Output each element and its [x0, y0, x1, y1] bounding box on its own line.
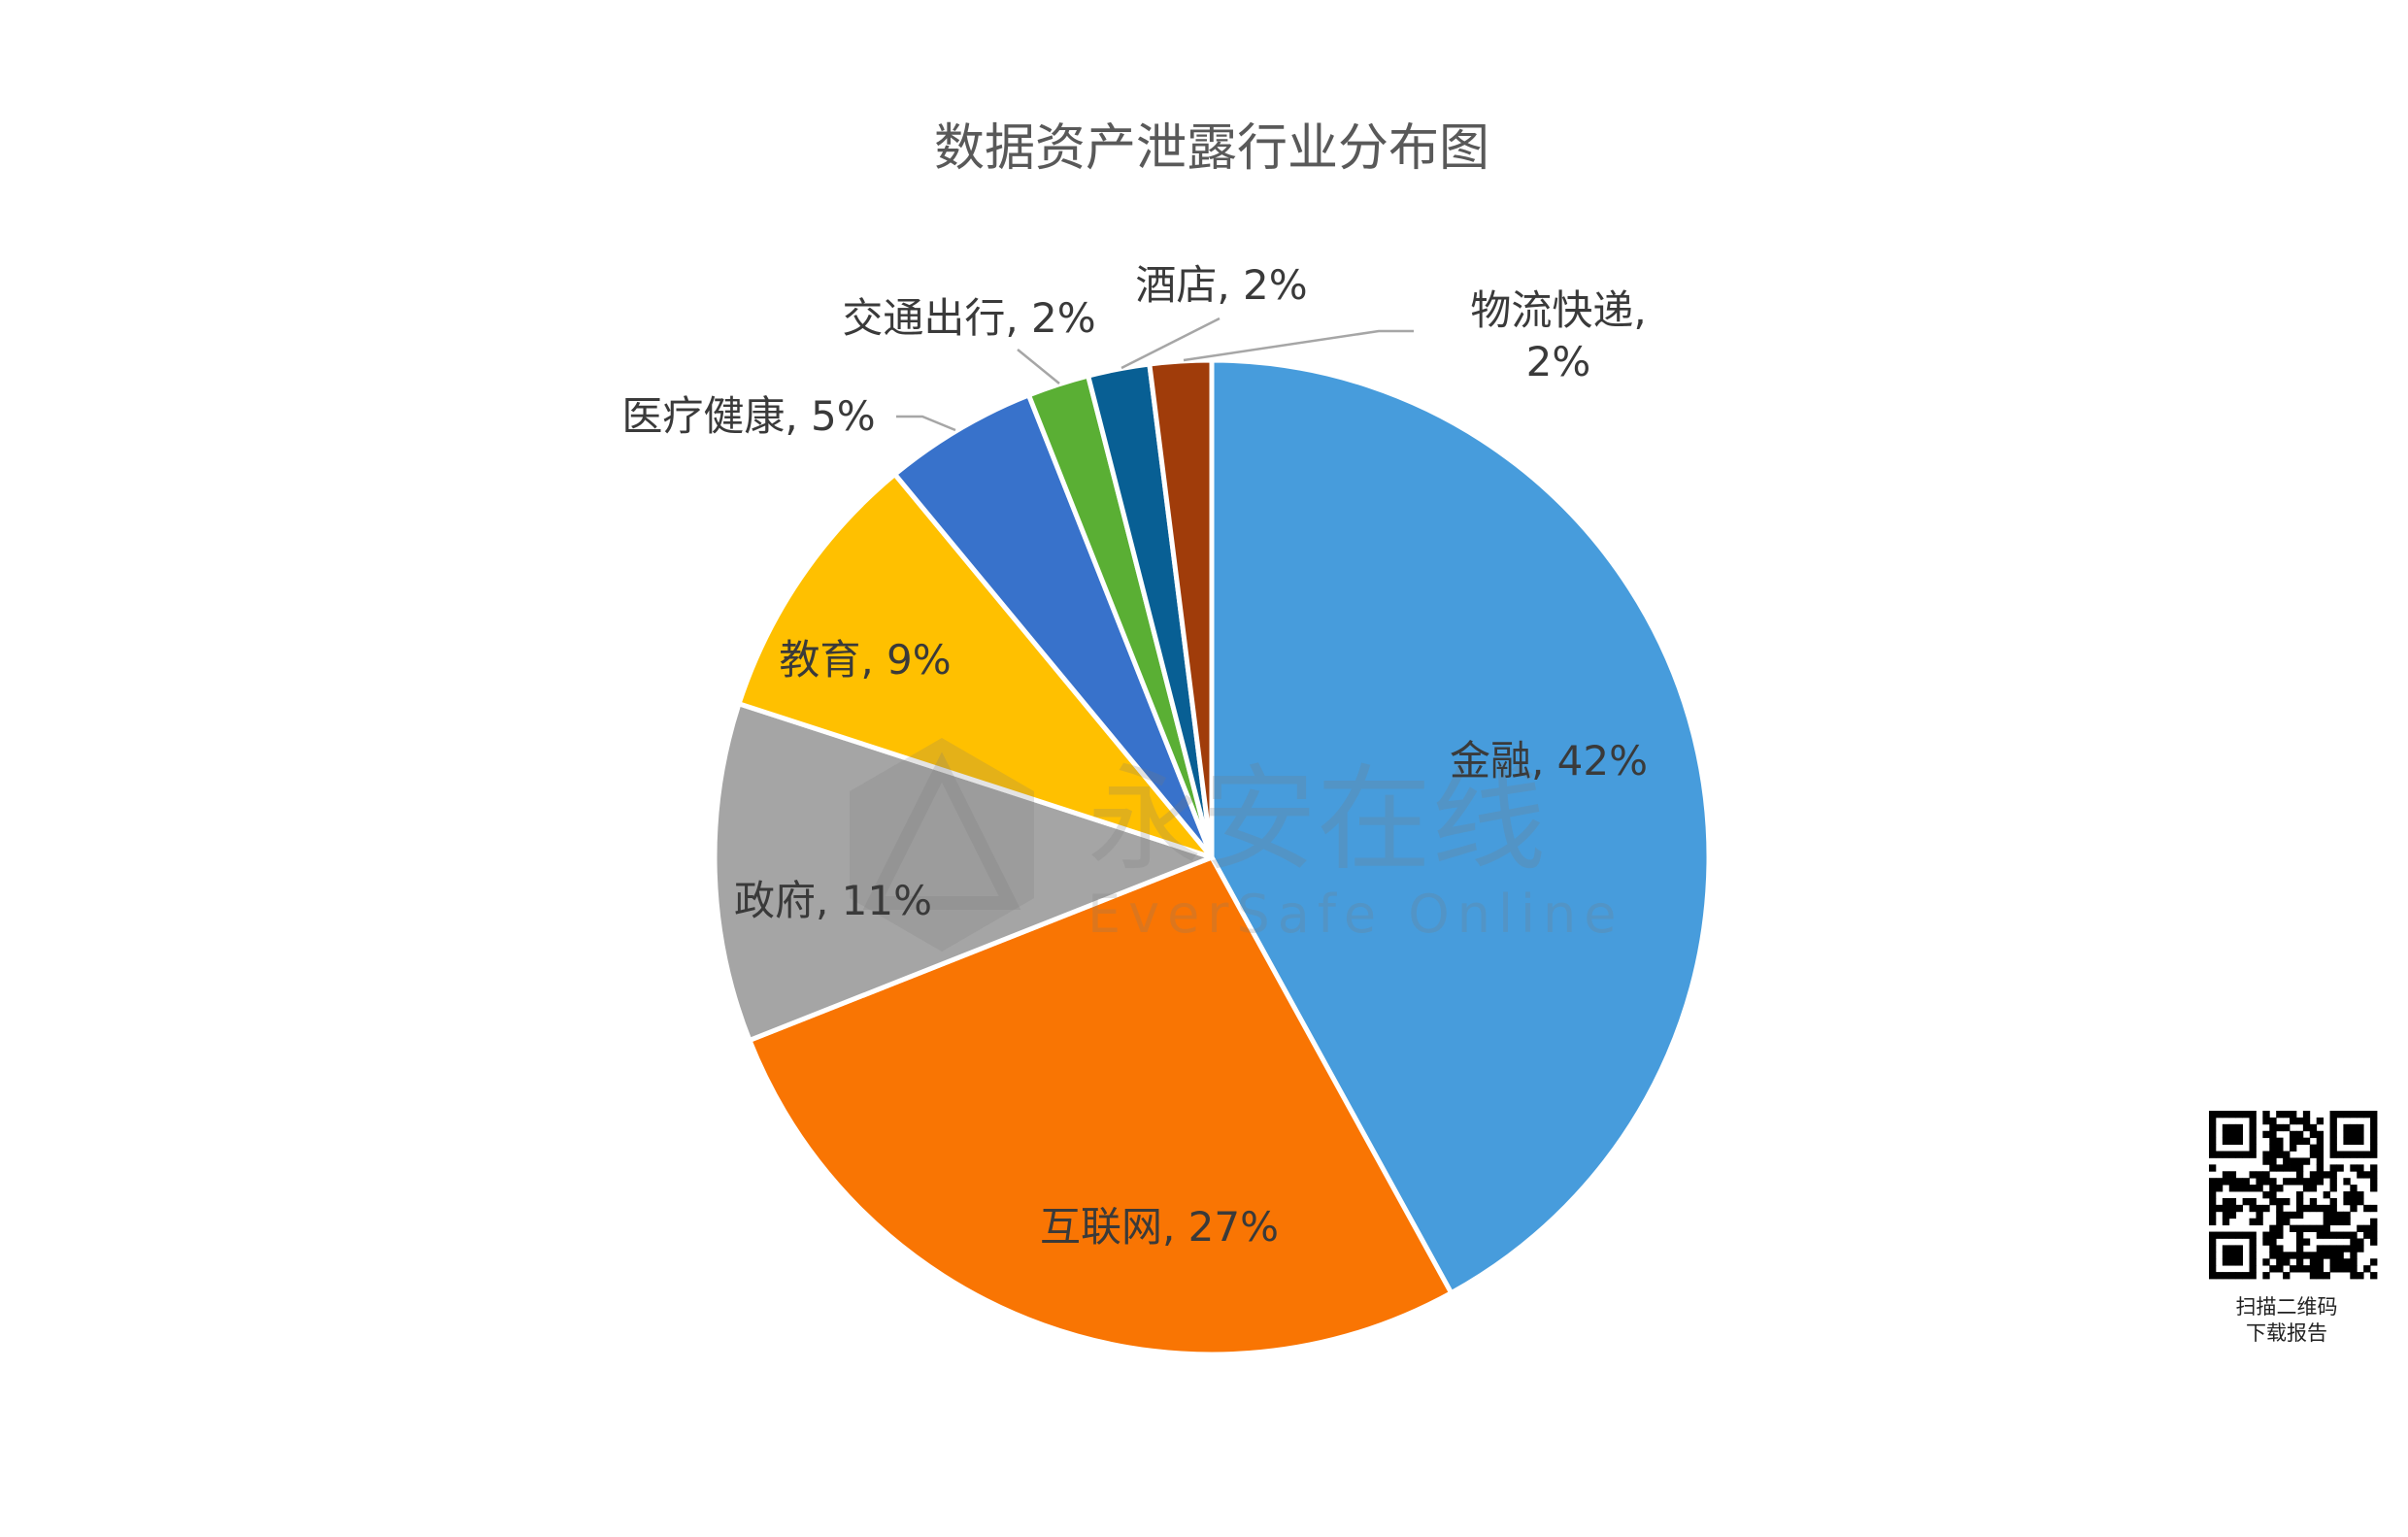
pie-slice-2	[712, 701, 1215, 1043]
leader-line-hotel	[1120, 317, 1221, 370]
label-logistics-line2: 2%	[1526, 338, 1591, 385]
watermark: 永安在线 EverSafe Online	[850, 738, 1623, 952]
pie-slice-3	[736, 471, 1215, 860]
label-medical: 医疗健康, 5%	[621, 392, 875, 440]
pie-slice-4	[892, 392, 1215, 860]
leader-line-medical	[896, 415, 956, 432]
leader-line-transport	[1017, 349, 1060, 384]
pie-slices	[712, 357, 1712, 1357]
label-education: 教育, 9%	[779, 636, 951, 684]
chart-title: 数据资产泄露行业分布图	[934, 119, 1489, 178]
label-government: 政府, 11%	[734, 877, 932, 924]
watermark-triangle-icon	[862, 752, 1021, 910]
qr-caption-line1: 扫描二维码	[2236, 1295, 2338, 1319]
label-internet: 互联网, 27%	[1040, 1203, 1279, 1251]
label-logistics-line1: 物流快递,	[1470, 286, 1646, 334]
qr-code[interactable]	[2209, 1111, 2378, 1280]
pie-slice-1	[747, 854, 1455, 1357]
qr-caption-line2: 下载报告	[2246, 1321, 2327, 1345]
pie-slice-0	[1209, 357, 1712, 1296]
watermark-logo-icon	[850, 738, 1034, 952]
label-transport: 交通出行, 2%	[842, 294, 1095, 342]
pie-slice-7	[1147, 357, 1215, 860]
watermark-en: EverSafe Online	[1087, 884, 1623, 945]
label-finance: 金融, 42%	[1450, 737, 1648, 785]
label-hotel: 酒店, 2%	[1135, 261, 1307, 309]
leader-line-logistics	[1183, 329, 1414, 362]
watermark-cn: 永安在线	[1087, 752, 1546, 886]
leader-lines	[896, 317, 1414, 432]
